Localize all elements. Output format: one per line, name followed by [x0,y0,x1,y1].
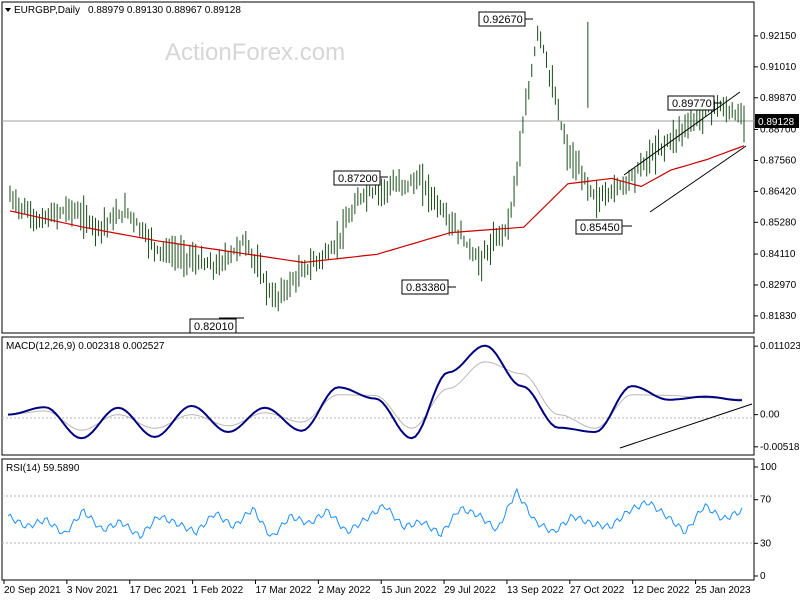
price-ytick-label: 0.82970 [760,280,797,291]
annotation-083380: 0.83380 [401,279,456,295]
annotation-089770: 0.89770 [667,95,722,111]
xtick-label: 12 Dec 2022 [633,585,690,596]
symbol-label: EURGBP,Daily [14,5,80,16]
price-ytick-label: 0.92150 [760,31,797,42]
moving-average [9,145,745,264]
rsi-ytick-label: 0 [760,571,766,582]
macd-series-signal [7,361,742,431]
price-y-axis: 0.92150 0.91010 0.89870 0.88700 0.87560 0.864… [754,31,797,322]
xtick-label: 29 Jul 2022 [444,585,496,596]
xtick-label: 13 Sep 2022 [507,585,564,596]
annotation-092670: 0.92670 [478,11,533,27]
annotation-085450: 0.85450 [575,219,632,235]
macd-series-macd [7,344,742,440]
watermark: ActionForex.com [165,39,345,66]
x-axis: 20 Sep 2021 3 Nov 2021 17 Dec 2021 1 Feb 20… [3,580,751,596]
current-price-tag: 0.89128 [755,114,799,128]
price-ytick-label: 0.91010 [760,62,797,73]
svg-text:0.89770: 0.89770 [672,98,712,110]
channel-lower-line [649,145,747,213]
rsi-line [7,487,743,540]
macd-ytick-label: -0.005182 [760,442,800,453]
rsi-label: RSI(14) 59.5890 [6,463,80,474]
xtick-label: 17 Mar 2022 [255,585,312,596]
price-bars [9,21,745,312]
xtick-label: 27 Oct 2022 [570,585,625,596]
xtick-label: 1 Feb 2022 [193,585,244,596]
macd-ytick-label: 0.011023 [760,341,800,352]
price-ytick-label: 0.86420 [760,186,797,197]
price-ytick-label: 0.88700 [760,125,797,136]
macd-label: MACD(12,26,9) 0.002318 0.002527 [6,341,165,352]
svg-text:0.87200: 0.87200 [338,173,378,185]
xtick-label: 3 Nov 2021 [67,585,119,596]
price-ytick-label: 0.81830 [760,311,797,322]
svg-text:0.85450: 0.85450 [580,222,620,234]
price-ytick-label: 0.89870 [760,93,797,104]
xtick-label: 20 Sep 2021 [4,585,61,596]
moving-average-line [9,145,745,264]
svg-text:0.82010: 0.82010 [194,321,234,333]
rsi-panel [1,458,755,581]
rsi-ytick-label: 100 [760,462,777,473]
trend-channel [623,91,747,213]
macd-lines [7,344,742,440]
xtick-label: 17 Dec 2021 [130,585,187,596]
xtick-label: 15 Jun 2022 [381,585,436,596]
channel-upper-line [623,91,741,176]
price-ytick-label: 0.84110 [760,249,796,260]
rsi-ytick-label: 30 [760,538,772,549]
macd-y-axis: 0.011023 0.00 -0.005182 [754,341,800,453]
rsi-series-line [7,487,743,540]
rsi-y-axis: 100 70 30 0 [754,462,777,582]
xtick-label: 2 May 2022 [318,585,371,596]
price-panel [1,1,755,334]
svg-text:0.92670: 0.92670 [483,14,523,26]
ohlc-text: 0.88979 0.89130 0.88967 0.89128 [88,5,241,16]
collapse-triangle-icon[interactable] [5,8,11,12]
xtick-label: 25 Jan 2023 [696,585,751,596]
svg-text:0.83380: 0.83380 [406,282,446,294]
annotation-087200: 0.87200 [333,170,388,186]
price-ytick-label: 0.85280 [760,217,797,228]
rsi-ytick-label: 70 [760,495,772,506]
macd-trendline [619,403,753,449]
svg-text:0.89128: 0.89128 [758,117,795,128]
price-ytick-label: 0.87560 [760,155,797,166]
macd-ytick-label: 0.00 [760,410,780,421]
annotation-082010: 0.82010 [189,317,244,334]
